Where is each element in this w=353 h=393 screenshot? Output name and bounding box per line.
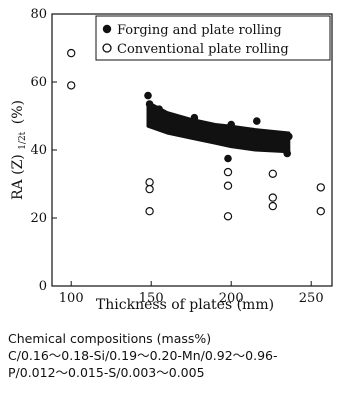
legend-frame [95,15,331,61]
scatter-chart: 100 150 200 250 0 20 40 60 80 Thickness of plate… [10,7,333,313]
x-tick-label: 150 [139,291,164,306]
forging-data-band [146,100,291,154]
y-axis-title-unit: (%) [10,100,26,124]
legend-marker-conventional [102,43,112,53]
conventional-data-point [66,48,76,58]
x-tick-label: 100 [59,291,84,306]
legend: Forging and plate rolling Conventional p… [95,15,331,61]
y-axis-title-subscript: 1/2t [18,131,28,149]
conventional-data-point [223,212,233,221]
chemical-composition-caption: Chemical compositions (mass%) C/0.16～0.1… [8,330,278,381]
forging-data-point [163,115,171,124]
forging-data-point [252,117,261,125]
conventional-data-point [268,169,277,178]
conventional-data-point [223,181,233,190]
forging-data-point [224,154,232,163]
forging-data-point [283,149,292,158]
y-axis-title-main: RA (Z) [10,154,26,200]
axis-ticks: 100 150 200 250 0 20 40 60 80 [30,7,323,306]
caption-line-2: C/0.16～0.18-Si/0.19～0.20-Mn/0.92～0.96- [8,348,278,363]
x-tick-label: 250 [299,291,324,306]
conventional-data-point [223,167,233,177]
y-tick-label: 0 [39,279,47,294]
conventional-data-point [316,206,325,216]
conventional-data-point [268,201,277,211]
forging-data-point [147,105,155,113]
conventional-data-point [145,178,154,187]
forging-data-point [190,113,199,122]
y-tick-label: 80 [30,7,47,22]
conventional-data-point [145,206,154,216]
x-axis-title: Thickness of plates (mm) [96,297,274,313]
caption-line-3: P/0.012～0.015-S/0.003～0.005 [8,365,205,380]
data-points [66,48,325,221]
conventional-data-point [316,183,325,192]
conventional-data-point [66,81,76,90]
y-tick-label: 20 [30,211,47,226]
forging-data-point [285,132,293,141]
y-axis-title: RA (Z) 1/2t (%) [10,100,29,200]
forging-data-point [147,120,155,129]
forging-data-point [155,105,163,113]
x-tick-label: 200 [219,291,244,306]
forging-band-layer [146,100,291,154]
y-tick-label: 40 [30,143,47,158]
forging-data-point [227,120,235,129]
conventional-data-point [268,193,277,202]
legend-label-conventional: Conventional plate rolling [117,42,289,57]
caption-line-1: Chemical compositions (mass%) [8,331,212,346]
y-tick-label: 60 [30,75,47,90]
forging-data-point [144,91,152,100]
legend-label-forging: Forging and plate rolling [117,23,282,38]
legend-marker-forging [102,24,112,34]
conventional-data-point [145,184,154,194]
